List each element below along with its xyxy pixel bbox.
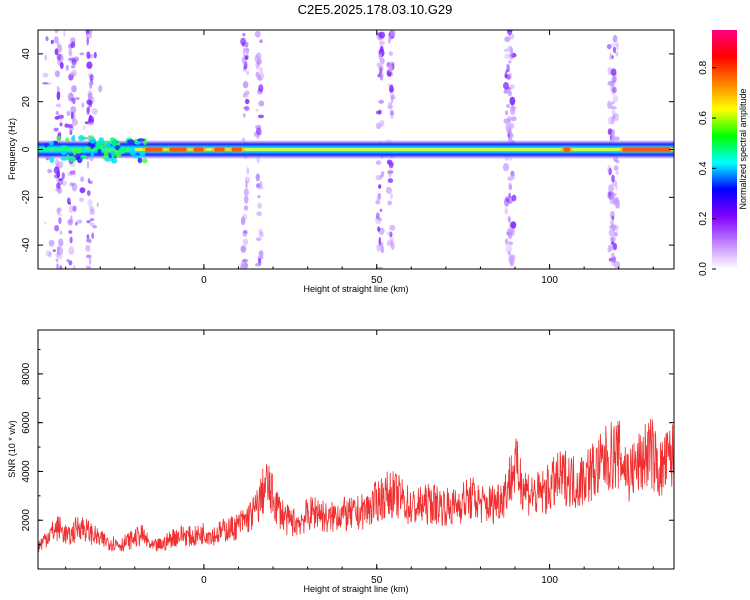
snr-ticks: 0 50 100 2000 4000 6000 8000 (21, 330, 674, 586)
snr-plot (38, 418, 674, 552)
ridge-peak (169, 147, 187, 152)
spectrogram-xtick-label: 100 (541, 275, 558, 286)
ridge-peak (193, 147, 204, 152)
ridge-peak (622, 147, 671, 152)
snr-panel: 0 50 100 2000 4000 6000 8000 Height of straigh… (7, 329, 675, 594)
spectrogram-noise (42, 30, 103, 266)
snr-ytick-label: 4000 (21, 460, 32, 483)
snr-ytick-label: 6000 (21, 411, 32, 434)
snr-xlabel: Height of straight line (km) (303, 584, 408, 594)
spectrogram-ylabel: Frequency (Hz) (7, 118, 17, 180)
spectrogram-ytick-label: 40 (21, 48, 32, 60)
ridge-peaks (142, 146, 674, 153)
ridge-peak-halo (619, 146, 674, 153)
ridge-peak (231, 147, 242, 152)
spectrogram-xtick-label: 50 (371, 275, 383, 286)
ridge-blobs (44, 134, 150, 164)
ridge-peak (563, 147, 571, 152)
spectrogram-xlabel: Height of straight line (km) (303, 284, 408, 294)
spectrogram-xtick-label: 0 (201, 275, 207, 286)
snr-xtick-label: 0 (201, 575, 207, 586)
spectrogram-streak (385, 30, 396, 250)
colorbar-tick-label: 0.2 (698, 211, 709, 225)
spectrogram-ytick-label: 0 (21, 146, 32, 152)
ridge-peak (145, 147, 163, 152)
spectrogram-ticks: 0 50 100 -40 -20 0 20 40 (21, 30, 674, 286)
ridge-peak-halo (166, 146, 190, 153)
colorbar-tick-label: 0.6 (698, 111, 709, 125)
ridge-peak-halo (560, 146, 574, 153)
snr-ylabel: SNR (10 * v/v) (7, 420, 17, 478)
snr-frame (37, 329, 675, 570)
ridge-core (134, 148, 674, 151)
snr-xtick-label: 50 (371, 575, 383, 586)
page-title: C2E5.2025.178.03.10.G29 (297, 2, 453, 17)
colorbar-tick-label: 0.8 (698, 60, 709, 74)
ridge-peak-halo (190, 146, 207, 153)
spectrogram-streak (253, 30, 265, 267)
spectrogram-ytick-label: -20 (21, 190, 32, 205)
spectrogram-panel: 0 50 100 -40 -20 0 20 40 Height of straight lin… (7, 29, 675, 294)
snr-xtick-label: 100 (541, 575, 558, 586)
spectrogram-ytick-label: 20 (21, 96, 32, 108)
ridge-peak (214, 147, 225, 152)
colorbar-ticks: 0.0 0.2 0.4 0.6 0.8 (698, 60, 716, 276)
snr-ytick-label: 8000 (21, 362, 32, 385)
spectrogram-ytick-label: -40 (21, 237, 32, 252)
snr-line (38, 418, 674, 552)
spectrogram-plot (38, 30, 674, 269)
colorbar-tick-label: 0.4 (698, 161, 709, 175)
colorbar-bar (712, 30, 737, 269)
snr-ytick-label: 2000 (21, 509, 32, 532)
colorbar-tick-label: 0.0 (698, 262, 709, 276)
colorbar: 0.0 0.2 0.4 0.6 0.8 Normalized spectral ampl… (698, 30, 748, 276)
colorbar-label: Normalized spectral amplitude (738, 88, 748, 209)
spectrogram-streak (506, 30, 517, 267)
ridge-peak-halo (228, 146, 245, 153)
ridge-peak-halo (211, 146, 228, 153)
ridge-peak-halo (142, 146, 166, 153)
